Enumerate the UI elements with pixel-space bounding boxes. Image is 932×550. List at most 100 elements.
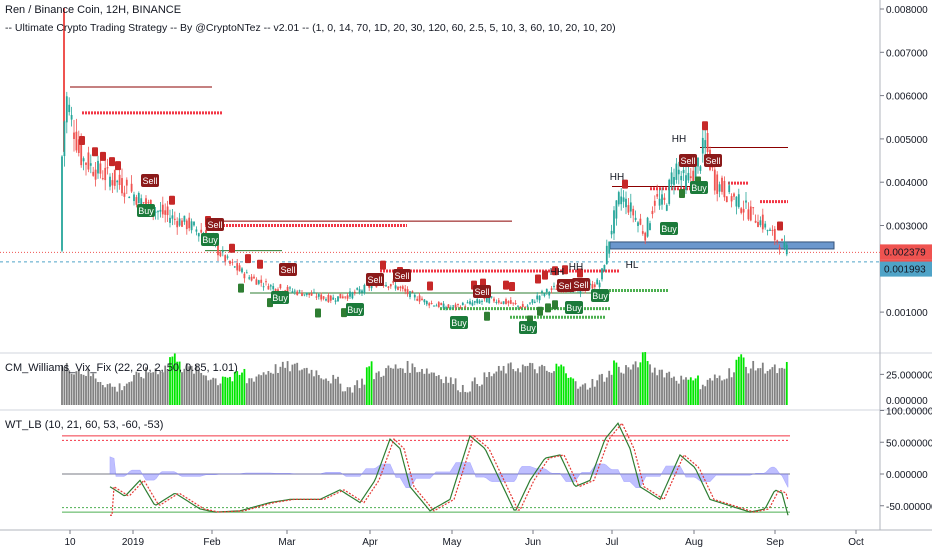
candle-body: [473, 301, 476, 303]
candle-body: [745, 200, 747, 203]
vix-bar: [169, 357, 171, 405]
candle-body: [341, 296, 344, 299]
vix-bar: [471, 381, 474, 405]
candle-body: [65, 96, 68, 123]
candle-body: [193, 221, 195, 226]
vix-bar: [152, 372, 155, 405]
vix-bar: [519, 372, 522, 405]
vix-bar: [742, 357, 745, 405]
candle-body: [154, 211, 157, 213]
sell-signal: Sell: [141, 174, 159, 187]
vix-bar: [173, 353, 176, 405]
vix-bar: [89, 376, 92, 405]
vix-bar: [289, 371, 291, 405]
vix-bar: [747, 373, 750, 405]
vix-bar: [236, 371, 239, 405]
vix-bar: [481, 384, 483, 405]
vix-bar: [781, 367, 783, 405]
buy-signal-label: Buy: [272, 293, 288, 303]
vix-bar: [745, 366, 747, 405]
candle-body: [771, 229, 774, 231]
candle-body: [111, 180, 114, 186]
buy-signal: Buy: [137, 204, 155, 217]
vix-bar: [255, 376, 258, 405]
vix-bar: [154, 368, 157, 405]
vix-bar: [493, 373, 495, 405]
vix-bar: [682, 379, 685, 405]
vix-bar: [272, 373, 275, 405]
signal-marker-red: [702, 121, 708, 131]
vix-bar: [416, 372, 419, 405]
vix-bar: [771, 367, 774, 405]
vix-bar: [332, 374, 335, 405]
sell-signal: Sell: [279, 263, 297, 276]
candle-body: [627, 205, 630, 213]
candle-body: [442, 303, 445, 309]
candle-body: [785, 244, 788, 255]
candle-body: [692, 170, 695, 185]
vix-bar: [663, 377, 666, 405]
vix-bar: [689, 377, 692, 405]
vix-bar: [670, 377, 673, 405]
vix-bar: [711, 380, 714, 405]
vix-bar: [639, 362, 642, 405]
buy-signal-box: [565, 301, 583, 314]
vix-bar: [545, 370, 548, 405]
candle-body: [80, 139, 83, 166]
vix-bar: [377, 371, 380, 405]
vix-bar: [200, 372, 203, 405]
vix-bar: [553, 371, 555, 405]
vix-bar: [368, 366, 371, 405]
sell-signal-box: [393, 269, 411, 282]
vix-bar: [562, 366, 565, 405]
buy-signal-box: [271, 291, 289, 304]
vix-bar: [298, 370, 301, 405]
vix-bar: [413, 367, 416, 405]
candle-body: [269, 285, 272, 287]
signal-marker-red: [535, 274, 541, 284]
candle-body: [353, 291, 356, 293]
sell-signal-label: Sell: [207, 220, 222, 230]
sell-signal-box: [141, 174, 159, 187]
candle-body: [632, 208, 635, 216]
vix-bar: [785, 361, 788, 405]
candle-body: [644, 232, 647, 241]
candle-body: [721, 177, 723, 192]
candle-body: [781, 238, 783, 241]
time-tick-label: May: [443, 537, 462, 548]
buy-signal: Buy: [565, 301, 583, 314]
vix-bar: [303, 368, 306, 405]
sell-signal: Sell: [572, 278, 590, 291]
vix-bar: [73, 374, 75, 405]
vix-bar: [75, 371, 78, 405]
vix-bar: [550, 372, 553, 405]
candle-body: [752, 207, 755, 209]
vix-bar: [87, 369, 90, 405]
candle-body: [104, 167, 107, 181]
vix-bar: [370, 361, 373, 405]
vix-bar: [161, 372, 164, 405]
candle-body: [728, 185, 731, 193]
vix-bar: [341, 391, 344, 405]
vix-bar: [610, 374, 613, 405]
candle-body: [533, 301, 536, 303]
candle-body: [617, 192, 620, 205]
vix-bar: [658, 369, 661, 405]
vix-bar: [495, 371, 498, 405]
vix-bar: [181, 372, 183, 405]
candle-body: [75, 131, 78, 151]
vix-bar: [284, 367, 287, 405]
vix-bar: [574, 381, 577, 405]
candle-body: [166, 206, 169, 216]
candle-body: [481, 300, 483, 302]
signal-marker-red: [92, 147, 98, 157]
candle-body: [279, 284, 282, 289]
candle-body: [61, 156, 63, 251]
wt-diff-area: [109, 456, 789, 489]
buy-signal-box: [660, 222, 678, 235]
candle-body: [603, 265, 606, 272]
vix-bar: [579, 386, 582, 405]
candle-body: [392, 281, 395, 283]
candle-body: [706, 133, 709, 153]
